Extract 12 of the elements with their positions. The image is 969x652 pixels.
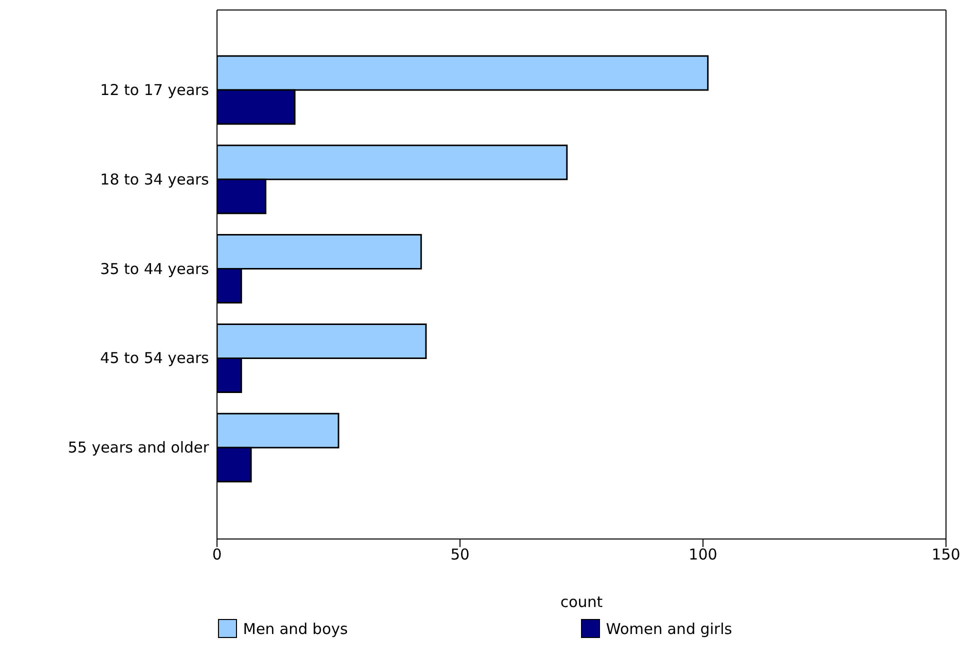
y-tick-label: 35 to 44 years (100, 260, 210, 278)
x-tick-label: 0 (212, 546, 222, 564)
y-tick-label: 18 to 34 years (100, 170, 210, 188)
legend-label: Women and girls (606, 620, 732, 638)
x-axis-title: count (560, 593, 603, 611)
legend-label: Men and boys (243, 620, 348, 638)
y-tick-label: 12 to 17 years (100, 81, 210, 100)
x-tick-label: 150 (932, 546, 960, 564)
x-tick-label: 100 (688, 546, 718, 564)
x-tick-label: 50 (450, 546, 470, 564)
y-tick-label: 45 to 54 years (100, 349, 210, 368)
y-tick-label: 55 years and older (68, 438, 210, 457)
